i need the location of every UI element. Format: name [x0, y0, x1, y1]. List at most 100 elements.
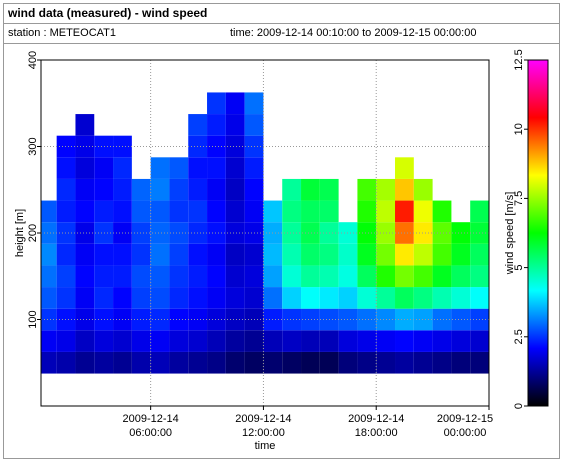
- colorbar-tick-label: 12.5: [513, 49, 525, 70]
- colorbar: [527, 59, 549, 407]
- chart-title: wind data (measured) - wind speed: [7, 6, 207, 20]
- cell: [451, 265, 471, 288]
- cell: [376, 351, 396, 374]
- cell: [244, 178, 264, 201]
- period: time: 2009-12-14 00:10:00 to 2009-12-15 …: [230, 27, 476, 39]
- cell: [301, 265, 320, 288]
- cell: [188, 265, 208, 288]
- cell: [207, 265, 226, 288]
- cell: [263, 265, 283, 288]
- cell: [207, 114, 226, 136]
- cell: [150, 178, 170, 201]
- x-tick-label: 00:00:00: [444, 427, 487, 439]
- cell: [41, 308, 57, 331]
- cell: [207, 178, 226, 201]
- cell: [75, 114, 95, 136]
- cell: [413, 178, 433, 201]
- cell: [319, 265, 339, 288]
- cell: [150, 157, 170, 179]
- cell: [41, 200, 57, 223]
- cell: [376, 243, 396, 266]
- cell: [75, 178, 95, 201]
- cell: [56, 265, 76, 288]
- cell: [94, 287, 114, 309]
- cell: [56, 330, 76, 352]
- cell: [263, 351, 283, 374]
- cell: [282, 330, 302, 352]
- cell: [94, 330, 114, 352]
- cell: [225, 243, 245, 266]
- cell: [338, 243, 358, 266]
- cell: [282, 351, 302, 374]
- cell: [470, 200, 489, 223]
- cell: [413, 222, 433, 244]
- cell: [75, 157, 95, 179]
- cell: [113, 351, 132, 374]
- cell: [207, 243, 226, 266]
- cell: [376, 222, 396, 244]
- cell: [113, 287, 132, 309]
- cell: [244, 92, 264, 115]
- cell: [41, 243, 57, 266]
- cell: [150, 200, 170, 223]
- cell: [357, 351, 377, 374]
- cell: [75, 287, 95, 309]
- cell: [131, 222, 151, 244]
- cell: [225, 265, 245, 288]
- cell: [301, 222, 320, 244]
- cell: [301, 330, 320, 352]
- cell: [41, 287, 57, 309]
- cell: [413, 351, 433, 374]
- cell: [94, 200, 114, 223]
- cell: [338, 265, 358, 288]
- cell: [413, 200, 433, 223]
- cell: [338, 330, 358, 352]
- cell: [113, 178, 132, 201]
- cell: [470, 265, 489, 288]
- cell: [432, 351, 452, 374]
- cell: [150, 287, 170, 309]
- cell: [470, 243, 489, 266]
- cell: [319, 243, 339, 266]
- cell: [301, 200, 320, 223]
- cell: [75, 351, 95, 374]
- cell: [376, 178, 396, 201]
- cell: [131, 243, 151, 266]
- cell: [207, 222, 226, 244]
- cell: [113, 330, 132, 352]
- cell: [169, 200, 189, 223]
- cell: [282, 178, 302, 201]
- cell: [244, 114, 264, 136]
- cell: [282, 243, 302, 266]
- cell: [56, 178, 76, 201]
- cell: [282, 222, 302, 244]
- cell: [432, 265, 452, 288]
- cell: [169, 287, 189, 309]
- cell: [150, 243, 170, 266]
- x-tick-label: 2009-12-14: [348, 413, 404, 425]
- cell: [301, 287, 320, 309]
- cell: [131, 178, 151, 201]
- cell: [451, 308, 471, 331]
- cell: [413, 308, 433, 331]
- cell: [395, 178, 414, 201]
- cell: [75, 222, 95, 244]
- cell: [131, 200, 151, 223]
- cell: [319, 330, 339, 352]
- cell: [188, 351, 208, 374]
- cell: [432, 330, 452, 352]
- cell: [376, 330, 396, 352]
- cell: [319, 351, 339, 374]
- cell: [282, 265, 302, 288]
- cell: [451, 330, 471, 352]
- colorbar-tick-label: 5: [513, 265, 525, 271]
- cell: [357, 200, 377, 223]
- cell: [188, 114, 208, 136]
- cell: [338, 222, 358, 244]
- cell: [263, 243, 283, 266]
- y-axis-title: height [m]: [14, 209, 26, 257]
- cell: [188, 178, 208, 201]
- cell: [131, 308, 151, 331]
- cell: [244, 330, 264, 352]
- cell: [225, 308, 245, 331]
